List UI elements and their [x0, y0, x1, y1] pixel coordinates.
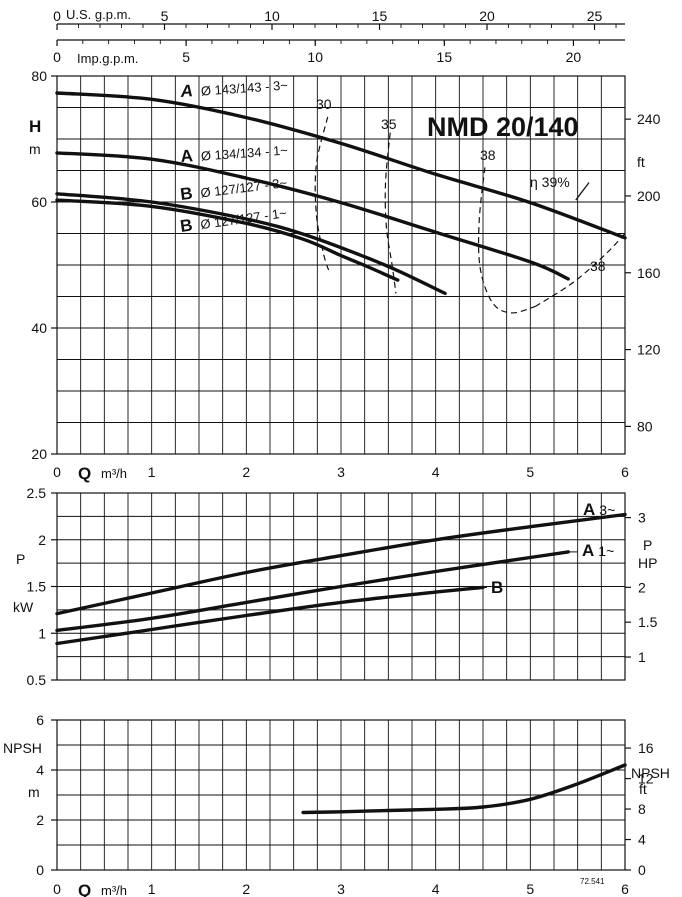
npsh-tick-label: 6 — [36, 712, 44, 728]
power-hp-tick-label: 1.5 — [638, 614, 658, 630]
head-curve-b127-1 — [55, 198, 400, 282]
flow-axis-symbol-bottom: Q — [78, 881, 91, 897]
efficiency-line-38-left — [477, 167, 536, 314]
drawing-code: 72.541 — [580, 877, 605, 886]
npsh-ft-tick-label: 4 — [638, 832, 646, 848]
power-tick-label: 0.5 — [27, 672, 47, 688]
npsh-axis-symbol: NPSH — [3, 740, 42, 756]
power-hp-tick-label: 3 — [638, 510, 646, 526]
chart-title: NMD 20/140 — [427, 112, 579, 142]
efficiency-line-30 — [314, 116, 331, 273]
head-curve-b127-3 — [55, 192, 447, 296]
efficiency-label-39: η 39% — [530, 174, 570, 190]
flow-tick-label-bottom: 2 — [242, 881, 250, 897]
power-hp-tick-label: 1 — [638, 649, 646, 665]
power-hp-tick-label: 2 — [638, 579, 646, 595]
npsh-ft-tick-label: 8 — [638, 801, 646, 817]
impgpm-tick-label: 0 — [53, 49, 61, 65]
npsh-ft-tick-label: 12 — [638, 771, 654, 787]
head-ft-tick-label: 160 — [637, 265, 661, 281]
flow-tick-label: 1 — [148, 464, 156, 480]
flow-tick-label-bottom: 4 — [432, 881, 440, 897]
panel-frame — [56, 719, 626, 871]
flow-tick-label: 4 — [432, 464, 440, 480]
flow-tick-label: 0 — [53, 464, 61, 480]
usgpm-tick-label: 10 — [264, 8, 280, 24]
efficiency-label-38-right: 38 — [590, 258, 606, 274]
efficiency-label-38-top: 38 — [480, 147, 496, 163]
flow-tick-label: 5 — [526, 464, 534, 480]
power-curve-b — [55, 585, 485, 646]
flow-tick-label-bottom: 1 — [148, 881, 156, 897]
impgpm-tick-label: 10 — [307, 49, 323, 65]
power-label-a3: A 3~ — [583, 500, 615, 519]
flow-tick-label: 6 — [621, 464, 629, 480]
npsh-tick-label: 4 — [36, 762, 44, 778]
usgpm-tick-label: 25 — [587, 8, 603, 24]
npsh-curve — [301, 763, 627, 815]
npsh-ft-tick-label: 16 — [638, 740, 654, 756]
flow-tick-label-bottom: 6 — [621, 881, 629, 897]
power-tick-label: 2 — [38, 532, 46, 548]
npsh-ft-tick-label: 0 — [638, 862, 646, 878]
head-axis-symbol: H — [29, 117, 41, 136]
flow-axis-unit: m³/h — [101, 466, 127, 481]
flow-axis-unit-bottom: m³/h — [101, 883, 127, 897]
flow-tick-label-bottom: 3 — [337, 881, 345, 897]
efficiency-label-30: 30 — [316, 96, 332, 112]
head-curve-a134 — [55, 151, 570, 281]
head-tick-label: 80 — [31, 68, 47, 84]
efficiency-39-pointer — [575, 182, 590, 201]
head-ft-tick-label: 240 — [637, 111, 661, 127]
power-tick-label: 1.5 — [27, 579, 47, 595]
usgpm-tick-label: 20 — [479, 8, 495, 24]
efficiency-label-35: 35 — [381, 116, 397, 132]
npsh-axis-unit: m — [28, 784, 40, 800]
impgpm-tick-label: 20 — [566, 49, 582, 65]
power-tick-label: 1 — [38, 625, 46, 641]
power-label-a1: A 1~ — [582, 541, 614, 560]
power-tick-label: 2.5 — [27, 485, 47, 501]
top-axis-usgpm-label: U.S. g.p.m. — [66, 7, 131, 22]
head-axis-ft-unit: ft — [637, 154, 645, 170]
head-tick-label: 60 — [31, 194, 47, 210]
usgpm-tick-label: 0 — [53, 8, 61, 24]
power-axis-unit: kW — [13, 599, 34, 615]
power-curve-a3 — [55, 512, 627, 616]
flow-tick-label-bottom: 5 — [526, 881, 534, 897]
flow-tick-label-bottom: 0 — [53, 881, 61, 897]
panel-frame — [56, 75, 626, 455]
usgpm-tick-label: 15 — [372, 8, 388, 24]
npsh-tick-label: 2 — [36, 812, 44, 828]
top-axis-impgpm-label: Imp.g.p.m. — [77, 51, 138, 66]
npsh-tick-label: 0 — [36, 862, 44, 878]
flow-axis-symbol: Q — [78, 464, 91, 483]
head-axis-unit: m — [29, 141, 41, 157]
flow-tick-label: 2 — [242, 464, 250, 480]
head-tick-label: 40 — [31, 320, 47, 336]
head-ft-tick-label: 80 — [637, 418, 653, 434]
usgpm-tick-label: 5 — [161, 8, 169, 24]
head-curve-a143 — [55, 91, 627, 240]
power-curve-a1 — [55, 550, 570, 633]
npsh-axis-ft-symbol: NPSH — [631, 765, 670, 781]
head-ft-tick-label: 120 — [637, 342, 661, 358]
efficiency-line-35 — [384, 132, 397, 294]
impgpm-tick-label: 15 — [437, 49, 453, 65]
efficiency-line-38-right — [534, 233, 626, 308]
power-axis-hp-unit: HP — [638, 555, 657, 571]
impgpm-tick-label: 5 — [182, 49, 190, 65]
power-axis-hp-symbol: P — [643, 537, 652, 553]
flow-tick-label: 3 — [337, 464, 345, 480]
npsh-axis-ft-unit: ft — [639, 781, 647, 797]
power-label-b: B — [491, 578, 503, 597]
head-tick-label: 20 — [31, 446, 47, 462]
power-axis-symbol: P — [16, 551, 25, 567]
head-ft-tick-label: 200 — [637, 188, 661, 204]
